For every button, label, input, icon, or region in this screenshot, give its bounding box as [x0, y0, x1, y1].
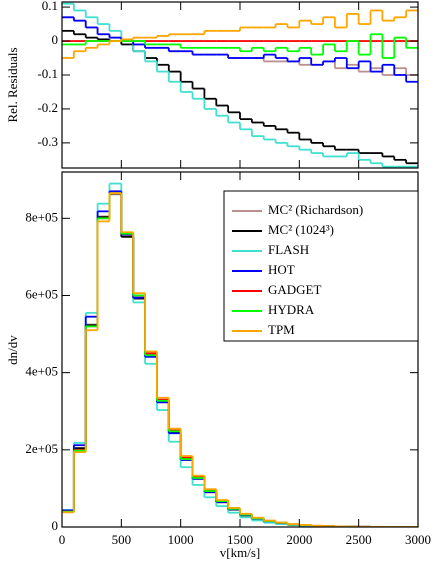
x-tick-label: 3000 — [405, 532, 431, 547]
y-tick-label: -0.1 — [37, 66, 58, 81]
series — [62, 16, 418, 76]
y-tick-label: 0.1 — [42, 0, 58, 13]
series — [62, 2, 418, 168]
y-tick-label: 0 — [52, 32, 59, 47]
y-tick-label: 4e+05 — [25, 364, 58, 379]
x-tick-label: 1000 — [168, 532, 194, 547]
y-tick-label: 6e+05 — [25, 286, 58, 301]
plot-frame — [61, 1, 419, 169]
legend-label: HOT — [268, 262, 295, 277]
plot-area — [62, 2, 418, 168]
y-tick-label: 2e+05 — [25, 441, 58, 456]
y-axis-label: dn/dv — [5, 335, 20, 365]
y-tick-label: -0.2 — [37, 100, 58, 115]
legend: MC² (Richardson) MC² (1024³) FLASH HOT GADGE… — [223, 190, 419, 342]
legend-label: FLASH — [268, 242, 309, 257]
legend-label: HYDRA — [268, 302, 315, 317]
x-tick-label: 2500 — [346, 532, 372, 547]
legend-label: MC² (Richardson) — [268, 202, 363, 217]
series — [62, 16, 418, 83]
series — [62, 192, 418, 527]
x-tick-label: 1500 — [227, 532, 253, 547]
series — [62, 29, 418, 165]
x-tick-label: 500 — [112, 532, 132, 547]
y-tick-label: 8e+05 — [25, 209, 58, 224]
x-axis-label: v[km/s] — [220, 545, 260, 560]
y-axis-label: Rel. Residuals — [5, 47, 20, 122]
x-tick-label: 2000 — [286, 532, 312, 547]
legend-label: MC² (1024³) — [268, 222, 334, 237]
legend-label: GADGET — [268, 282, 321, 297]
legend-box — [223, 190, 419, 342]
x-tick-label: 0 — [59, 532, 66, 547]
series — [62, 9, 418, 59]
plot-frame — [61, 171, 419, 528]
y-tick-label: -0.3 — [37, 134, 58, 149]
legend-label: TPM — [268, 322, 295, 337]
y-tick-label: 0 — [52, 518, 59, 533]
